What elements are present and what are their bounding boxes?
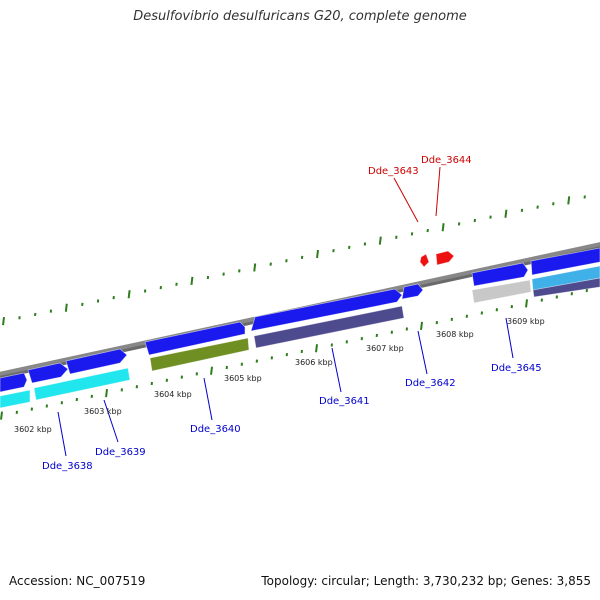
inner-tick-track — [0, 288, 588, 420]
gene-arrow-dde-3644[interactable] — [435, 250, 455, 266]
tick-mark — [316, 249, 319, 259]
tick-mark — [567, 196, 571, 205]
scale-label: 3607 kbp — [366, 344, 404, 353]
scale-label: 3608 kbp — [436, 330, 474, 339]
gene-arrow[interactable] — [149, 337, 250, 372]
label-leader-lines — [57, 166, 514, 457]
leader-line — [57, 411, 67, 457]
leader-line — [331, 347, 342, 393]
tick-mark — [210, 366, 213, 375]
gene-label[interactable]: Dde_3641 — [319, 396, 370, 407]
tick-mark — [253, 263, 257, 272]
gene-arrow[interactable] — [27, 362, 69, 384]
tick-mark — [378, 236, 382, 245]
gene-arrow[interactable] — [401, 283, 424, 300]
gene-label[interactable]: Dde_3642 — [405, 378, 456, 389]
tick-mark — [0, 411, 3, 420]
leader-line — [417, 330, 428, 375]
gene-arrow[interactable] — [471, 279, 532, 304]
leader-line — [103, 399, 119, 443]
highlight-gene-label[interactable]: Dde_3643 — [368, 166, 419, 177]
gene-arrow[interactable] — [471, 262, 529, 287]
highlight-leader-line — [393, 177, 419, 223]
gene-arrow[interactable] — [33, 367, 131, 401]
tick-mark — [64, 303, 68, 312]
tick-mark — [190, 276, 194, 286]
tick-mark — [315, 344, 318, 353]
gene-arrow[interactable] — [532, 277, 600, 298]
leader-line — [505, 317, 514, 359]
highlight-leader-line — [435, 166, 441, 217]
gene-label[interactable]: Dde_3639 — [95, 447, 146, 458]
leader-line — [203, 377, 213, 421]
scale-label: 3609 kbp — [507, 317, 545, 326]
gene-arrow[interactable] — [0, 372, 28, 393]
accession-text: Accession: NC_007519 — [9, 574, 146, 588]
scale-label-group: 3602 kbp 3603 kbp 3604 kbp 3605 kbp 3606 kbp… — [14, 317, 545, 434]
highlight-gene-label[interactable]: Dde_3644 — [421, 155, 472, 166]
gene-arrow[interactable] — [65, 348, 128, 375]
feature-layer — [0, 247, 600, 409]
tick-mark — [525, 299, 528, 308]
tick-mark — [127, 290, 131, 299]
tick-mark — [105, 389, 108, 398]
gene-arrow[interactable] — [531, 265, 600, 292]
tick-mark — [2, 317, 5, 326]
scale-label: 3605 kbp — [224, 374, 262, 383]
scale-label: 3603 kbp — [84, 407, 122, 416]
scale-label: 3606 kbp — [295, 358, 333, 367]
map-title: Desulfovibrio desulfuricans G20, complet… — [133, 9, 467, 24]
gene-label[interactable]: Dde_3640 — [190, 424, 241, 435]
gene-arrow[interactable] — [530, 247, 600, 276]
gene-arrow[interactable] — [144, 321, 246, 356]
scale-label: 3602 kbp — [14, 425, 52, 434]
tick-mark — [504, 209, 508, 218]
gene-label[interactable]: Dde_3645 — [491, 363, 542, 374]
outer-tick-track — [2, 195, 586, 326]
genome-summary-text: Topology: circular; Length: 3,730,232 bp… — [261, 574, 591, 588]
gene-label[interactable]: Dde_3638 — [42, 461, 93, 472]
gene-arrow-dde-3643[interactable] — [419, 253, 430, 268]
gene-arrow[interactable] — [250, 288, 403, 332]
gene-arrow[interactable] — [0, 389, 31, 409]
tick-mark — [420, 321, 423, 330]
gene-arrow[interactable] — [253, 305, 405, 349]
tick-mark — [441, 223, 445, 232]
scale-label: 3604 kbp — [154, 390, 192, 399]
